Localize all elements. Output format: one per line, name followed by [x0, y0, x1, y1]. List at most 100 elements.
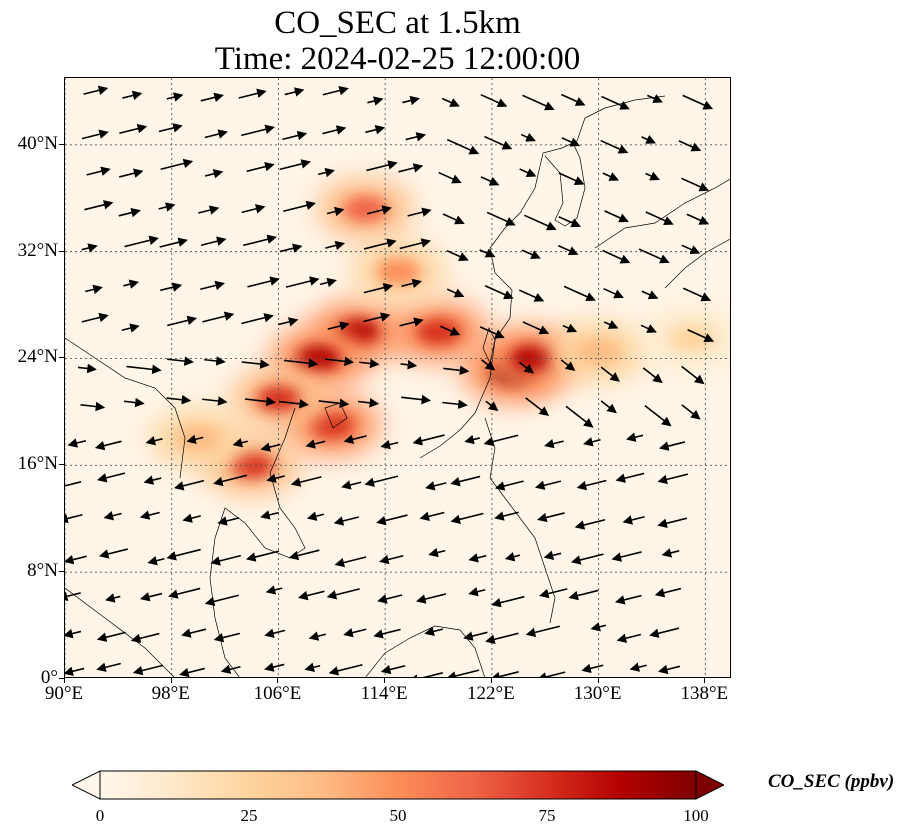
wind-arrow	[220, 664, 241, 674]
colorbar	[72, 770, 724, 800]
wind-arrow	[341, 480, 362, 490]
colorbar-tick-label: 75	[538, 806, 556, 825]
wind-arrow	[290, 476, 322, 487]
wind-arrow	[604, 210, 629, 223]
wind-arrow	[483, 434, 519, 447]
lat-tick-label: 40°N	[17, 132, 58, 154]
colorbar-tick-label: 50	[389, 806, 407, 825]
wind-arrow	[494, 480, 524, 491]
wind-arrow	[242, 234, 277, 247]
wind-arrow	[334, 556, 367, 568]
wind-arrow	[67, 438, 87, 448]
wind-arrow	[83, 85, 109, 95]
wind-arrow	[442, 213, 465, 225]
wind-arrow	[405, 132, 427, 142]
plume-core	[669, 325, 714, 352]
wind-arrow	[601, 95, 630, 110]
wind-arrow	[615, 472, 645, 483]
colorbar-label: CO_SEC (ppbv)	[768, 771, 895, 792]
wind-arrow	[446, 288, 465, 298]
wind-arrow	[204, 169, 224, 179]
wind-arrow	[402, 95, 420, 106]
wind-arrow	[522, 94, 555, 111]
wind-arrow	[645, 211, 674, 226]
wind-arrow	[485, 632, 519, 644]
lon-tick	[597, 678, 599, 683]
wind-arrow	[428, 547, 446, 558]
wind-arrow	[210, 554, 241, 566]
lat-tick	[59, 143, 64, 145]
coastline-taiwan	[482, 327, 496, 365]
wind-arrow	[450, 475, 481, 487]
wind-arrow	[416, 593, 447, 604]
wind-arrow	[686, 213, 710, 225]
wind-arrow	[123, 279, 140, 289]
lon-tick	[64, 678, 65, 683]
wind-arrow	[96, 662, 121, 672]
wind-arrow	[479, 248, 496, 258]
lat-tick-label: 16°N	[17, 453, 58, 475]
wind-arrow	[682, 287, 712, 302]
wind-arrow	[318, 398, 350, 409]
co-concentration-field	[150, 178, 730, 496]
wind-arrow	[359, 358, 380, 369]
wind-arrow	[519, 168, 537, 177]
coastline-philippines	[484, 417, 556, 624]
lon-tick	[490, 678, 492, 683]
wind-arrow	[244, 396, 276, 407]
wind-arrow	[681, 365, 705, 385]
wind-arrow	[590, 622, 607, 632]
wind-arrow	[333, 516, 359, 526]
wind-arrow	[563, 285, 596, 302]
lat-tick-label: 0°	[40, 667, 58, 688]
wind-arrow	[581, 663, 604, 674]
wind-arrow	[484, 285, 514, 300]
wind-arrow	[343, 627, 367, 638]
wind-arrow	[279, 243, 303, 253]
wind-arrow	[615, 594, 642, 605]
lat-tick	[59, 678, 64, 679]
lon-tick-label: 106°E	[253, 683, 302, 704]
wind-arrow	[166, 548, 201, 561]
lat-tick-label: 24°N	[17, 346, 58, 368]
wind-arrow	[198, 205, 220, 215]
wind-arrow	[103, 511, 122, 521]
wind-arrow	[143, 475, 162, 485]
wind-arrow	[343, 434, 367, 444]
wind-arrow	[319, 277, 337, 288]
wind-arrow	[94, 440, 122, 451]
wind-arrow	[654, 587, 682, 598]
wind-arrow	[159, 237, 188, 248]
wind-arrow	[86, 166, 111, 176]
wind-arrow	[147, 556, 165, 566]
wind-arrow	[576, 479, 607, 491]
wind-arrow	[365, 125, 386, 135]
wind-arrow	[524, 214, 557, 231]
map-canvas	[65, 78, 730, 677]
lon-tick-label: 138°E	[680, 683, 729, 704]
wind-arrow	[80, 401, 106, 412]
coastline-korea	[544, 142, 586, 227]
wind-arrow	[119, 168, 144, 178]
wind-arrow	[204, 594, 240, 607]
wind-arrow	[562, 323, 578, 333]
wind-arrow	[629, 662, 647, 672]
wind-arrow	[494, 511, 519, 521]
wind-arrow	[260, 442, 281, 452]
wind-arrow	[602, 172, 619, 181]
wind-arrow	[122, 90, 143, 101]
wind-arrow	[238, 88, 267, 99]
wind-arrow	[65, 591, 81, 601]
wind-arrow	[202, 311, 235, 323]
wind-arrow	[380, 664, 406, 675]
lat-tick	[59, 464, 64, 466]
wind-arrow	[288, 549, 320, 561]
wind-arrow	[661, 548, 680, 558]
colorbar-gradient	[99, 770, 697, 800]
wind-arrow	[446, 669, 480, 677]
wind-arrow	[425, 481, 447, 491]
plume-core	[343, 195, 388, 222]
wind-arrow	[400, 359, 418, 370]
lat-tick-label: 32°N	[17, 239, 58, 261]
wind-arrow	[202, 396, 228, 406]
